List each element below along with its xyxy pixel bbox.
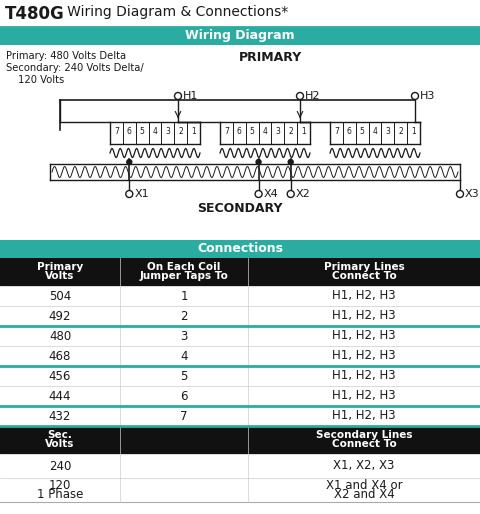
Text: X2: X2 <box>296 189 311 199</box>
Text: Primary Lines: Primary Lines <box>324 262 404 272</box>
Text: 2: 2 <box>179 127 183 137</box>
Text: 456: 456 <box>49 370 71 382</box>
Text: 5: 5 <box>140 127 144 137</box>
Text: Sec.: Sec. <box>48 430 72 440</box>
Text: 6: 6 <box>127 127 132 137</box>
Text: 120: 120 <box>49 479 71 492</box>
Text: X1 and X4 or: X1 and X4 or <box>326 479 402 492</box>
Bar <box>0 406 480 426</box>
Text: 3: 3 <box>166 127 170 137</box>
Text: 3: 3 <box>276 127 280 137</box>
Text: 4: 4 <box>372 127 377 137</box>
Text: Primary: 480 Volts Delta: Primary: 480 Volts Delta <box>6 51 126 61</box>
Text: 444: 444 <box>49 390 71 402</box>
Text: H2: H2 <box>305 91 321 101</box>
Bar <box>0 366 480 386</box>
Text: SECONDARY: SECONDARY <box>197 202 283 215</box>
Circle shape <box>127 159 132 164</box>
Text: H1, H2, H3: H1, H2, H3 <box>332 370 396 382</box>
Text: 468: 468 <box>49 350 71 362</box>
Text: 5: 5 <box>180 370 188 382</box>
Text: H1, H2, H3: H1, H2, H3 <box>332 309 396 322</box>
Text: X2 and X4: X2 and X4 <box>334 488 395 501</box>
Text: 432: 432 <box>49 410 71 423</box>
Text: H1: H1 <box>183 91 198 101</box>
Text: X1: X1 <box>134 189 149 199</box>
Text: H3: H3 <box>420 91 435 101</box>
Text: Secondary: 240 Volts Delta/: Secondary: 240 Volts Delta/ <box>6 63 144 73</box>
Circle shape <box>411 93 419 100</box>
Text: PRIMARY: PRIMARY <box>239 51 301 64</box>
Text: Connect To: Connect To <box>332 271 396 281</box>
Text: Primary: Primary <box>37 262 83 272</box>
Text: 7: 7 <box>114 127 119 137</box>
Text: 2: 2 <box>288 127 293 137</box>
Bar <box>0 478 480 502</box>
Text: 1: 1 <box>191 127 196 137</box>
Text: Connections: Connections <box>197 243 283 255</box>
Bar <box>0 240 480 258</box>
Text: 2: 2 <box>180 309 188 322</box>
Text: H1, H2, H3: H1, H2, H3 <box>332 329 396 342</box>
Text: 240: 240 <box>49 460 71 472</box>
Text: Jumper Taps To: Jumper Taps To <box>140 271 228 281</box>
Bar <box>0 286 480 306</box>
Text: 3: 3 <box>385 127 390 137</box>
Circle shape <box>126 191 133 197</box>
Bar <box>0 0 480 27</box>
Text: 5: 5 <box>360 127 365 137</box>
Text: 4: 4 <box>263 127 267 137</box>
Bar <box>0 454 480 478</box>
Bar <box>0 45 480 240</box>
Text: H1, H2, H3: H1, H2, H3 <box>332 410 396 423</box>
Text: 4: 4 <box>153 127 157 137</box>
Text: On Each Coil: On Each Coil <box>147 262 221 272</box>
Text: 3: 3 <box>180 329 188 342</box>
Text: 504: 504 <box>49 289 71 303</box>
Text: 6: 6 <box>180 390 188 402</box>
Circle shape <box>297 93 303 100</box>
Bar <box>0 306 480 326</box>
Circle shape <box>456 191 464 197</box>
Circle shape <box>288 159 293 164</box>
Text: T480G: T480G <box>5 5 65 23</box>
Text: 1: 1 <box>301 127 306 137</box>
Text: Wiring Diagram & Connections*: Wiring Diagram & Connections* <box>54 5 288 19</box>
Text: 6: 6 <box>347 127 352 137</box>
Bar <box>0 386 480 406</box>
Text: 6: 6 <box>237 127 242 137</box>
Text: 480: 480 <box>49 329 71 342</box>
Text: X3: X3 <box>465 189 480 199</box>
Text: 1: 1 <box>411 127 416 137</box>
Bar <box>0 426 480 454</box>
Text: 492: 492 <box>49 309 71 322</box>
Text: 5: 5 <box>250 127 254 137</box>
Bar <box>0 346 480 366</box>
Text: Secondary Lines: Secondary Lines <box>316 430 412 440</box>
Text: H1, H2, H3: H1, H2, H3 <box>332 350 396 362</box>
Circle shape <box>256 159 261 164</box>
Bar <box>0 326 480 346</box>
Text: 1: 1 <box>180 289 188 303</box>
Text: 120 Volts: 120 Volts <box>18 75 64 85</box>
Text: 7: 7 <box>180 410 188 423</box>
Text: X4: X4 <box>264 189 278 199</box>
Circle shape <box>255 191 262 197</box>
Bar <box>0 258 480 286</box>
Text: Volts: Volts <box>45 439 75 449</box>
Circle shape <box>175 93 181 100</box>
Text: 2: 2 <box>398 127 403 137</box>
Text: 7: 7 <box>224 127 229 137</box>
Text: H1, H2, H3: H1, H2, H3 <box>332 289 396 303</box>
Text: Volts: Volts <box>45 271 75 281</box>
Text: 1 Phase: 1 Phase <box>37 488 83 501</box>
Circle shape <box>287 191 294 197</box>
Bar <box>0 27 480 45</box>
Text: 4: 4 <box>180 350 188 362</box>
Text: 7: 7 <box>334 127 339 137</box>
Text: H1, H2, H3: H1, H2, H3 <box>332 390 396 402</box>
Text: X1, X2, X3: X1, X2, X3 <box>333 460 395 472</box>
Text: Connect To: Connect To <box>332 439 396 449</box>
Text: Wiring Diagram: Wiring Diagram <box>185 29 295 43</box>
